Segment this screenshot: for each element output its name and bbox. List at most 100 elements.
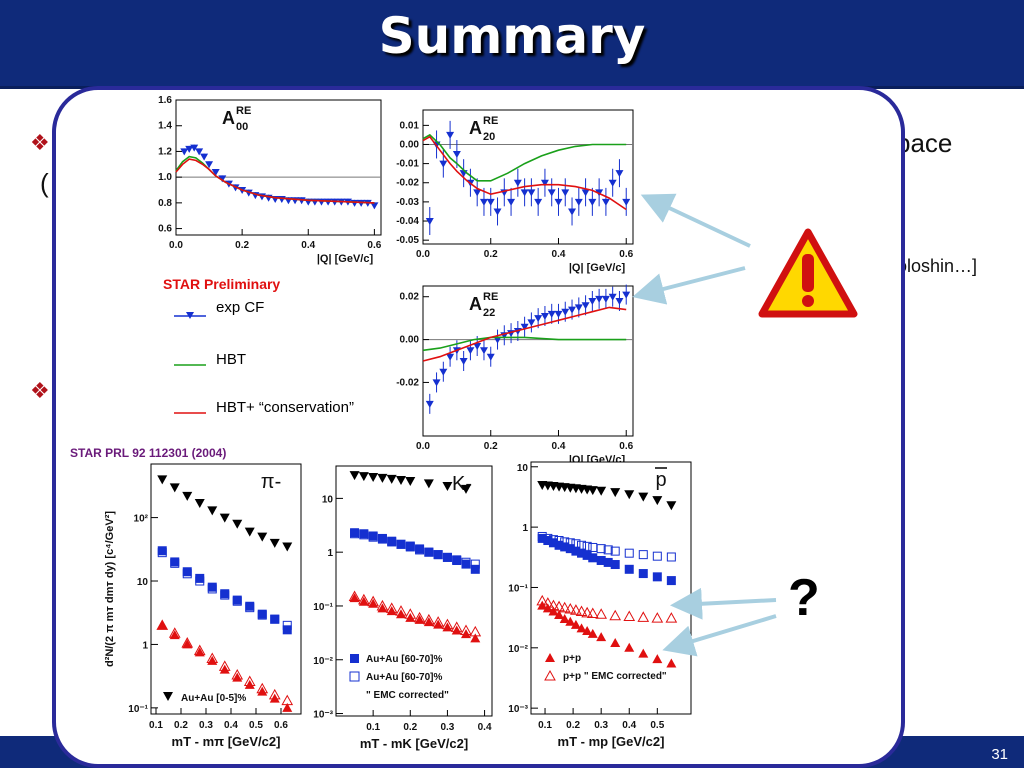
data-point [520, 189, 529, 197]
y-axis-label: d²N/(2 π mᴛ dmᴛ dy) [c⁴/GeV²] [104, 511, 116, 667]
data-point [442, 481, 453, 491]
data-point [350, 529, 360, 539]
data-point [469, 625, 482, 637]
star-preliminary-label: STAR Preliminary [163, 276, 280, 292]
data-point [350, 528, 360, 538]
x-tick-label: 0.0 [169, 240, 183, 251]
y-tick-label: 10⁻² [508, 644, 528, 655]
data-point [433, 550, 443, 560]
citation: STAR PRL 92 112301 (2004) [70, 446, 226, 460]
data-point [666, 501, 677, 511]
data-point [367, 595, 379, 607]
data-point [537, 531, 547, 541]
data-point [588, 553, 598, 563]
data-point [442, 552, 452, 562]
y-tick-label: 10⁻¹ [128, 704, 148, 715]
slide-number: 31 [991, 746, 1008, 763]
y-tick-label: 10 [322, 494, 334, 505]
x-tick-label: 0.1 [538, 720, 552, 731]
data-point [575, 605, 588, 616]
data-point [548, 538, 558, 548]
y-tick-label: 10 [517, 463, 529, 474]
y-tick-label: 0.00 [400, 335, 420, 346]
diamond-bullet-icon: ❖ [30, 130, 50, 155]
data-point [207, 506, 218, 516]
data-point [205, 161, 214, 169]
data-point [232, 596, 242, 606]
x-axis-label: mT - mπ [GeV/c2] [172, 734, 281, 749]
y-tick-label: -0.02 [396, 377, 419, 388]
data-point [451, 625, 462, 635]
data-point [157, 546, 167, 556]
data-point [396, 539, 406, 549]
data-point [536, 594, 549, 606]
data-point [603, 557, 613, 567]
data-point [270, 614, 280, 624]
data-point [547, 189, 556, 197]
data-point [442, 552, 452, 562]
data-point [601, 198, 610, 206]
panel-label-sub: 00 [236, 121, 248, 133]
data-point [581, 302, 590, 310]
data-point [405, 477, 416, 487]
data-point [652, 654, 663, 664]
y-tick-label: -0.04 [396, 216, 419, 227]
data-point [615, 298, 624, 305]
data-point [568, 306, 577, 314]
data-point [493, 336, 502, 344]
data-point [637, 611, 650, 622]
x-tick-label: 0.1 [149, 720, 163, 731]
y-tick-label: -0.03 [396, 197, 419, 208]
chart-a00: 0.0 0.2 0.4 0.6 0.6 0.8 1.0 1.2 1.4 1.6 |Q| [GeV/c… [158, 95, 382, 265]
data-point [582, 541, 592, 551]
data-point [558, 601, 571, 613]
legend-text: HBT [216, 351, 246, 368]
data-point [666, 576, 676, 586]
data-point [180, 148, 189, 156]
data-point [470, 633, 481, 643]
data-point [493, 208, 502, 216]
data-point [211, 169, 220, 176]
data-point [540, 179, 549, 187]
main-legend: STAR Preliminary exp CF HBT HBT+ “conservat… [163, 276, 354, 416]
data-point [638, 569, 648, 579]
legend-text: Au+Au [60-70]% [366, 672, 443, 683]
data-point [349, 471, 360, 481]
data-point [368, 472, 379, 482]
data-point [486, 353, 495, 361]
data-point [540, 313, 549, 320]
x-tick-label: 0.3 [594, 720, 608, 731]
data-point [195, 576, 205, 586]
data-point [560, 542, 570, 552]
data-point [615, 170, 624, 178]
x-tick-label: 0.4 [224, 720, 238, 731]
data-point [624, 490, 635, 500]
question-mark: ? [788, 569, 820, 627]
y-tick-label: -0.01 [396, 159, 419, 170]
data-point [182, 567, 192, 577]
data-point [577, 548, 587, 558]
data-point [190, 144, 199, 152]
data-point [576, 623, 587, 633]
data-point [560, 537, 570, 547]
x-tick-label: 0.2 [403, 722, 417, 733]
legend-marker-exp [186, 312, 194, 319]
data-point [565, 544, 575, 554]
data-point [581, 189, 590, 197]
data-point [405, 542, 415, 552]
x-tick-label: 0.5 [249, 720, 263, 731]
x-tick-label: 0.4 [552, 441, 566, 452]
x-tick-label: 0.6 [619, 249, 633, 260]
data-point [446, 353, 455, 361]
data-point [537, 533, 547, 543]
data-point [513, 179, 522, 187]
legend-marker [163, 692, 173, 701]
data-point [182, 491, 193, 501]
y-tick-label: 10⁻¹ [508, 583, 528, 594]
particle-label: π- [261, 471, 281, 493]
data-point [622, 198, 631, 206]
data-point [565, 616, 576, 626]
data-point [638, 492, 649, 502]
data-point [461, 629, 471, 639]
x-tick-label: 0.6 [367, 240, 381, 251]
